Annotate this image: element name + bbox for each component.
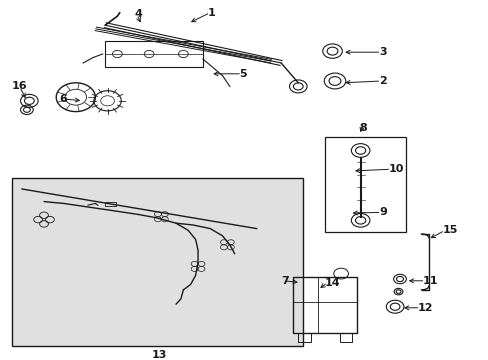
Text: 12: 12 bbox=[417, 303, 433, 313]
Text: 13: 13 bbox=[151, 350, 166, 360]
Bar bbox=[339, 333, 351, 342]
Text: 15: 15 bbox=[442, 225, 457, 235]
Bar bbox=[293, 277, 356, 333]
Bar bbox=[325, 137, 405, 232]
Text: 16: 16 bbox=[12, 81, 27, 91]
Text: 5: 5 bbox=[239, 69, 247, 79]
Text: 9: 9 bbox=[378, 207, 386, 217]
Text: 8: 8 bbox=[359, 123, 366, 133]
Text: 2: 2 bbox=[378, 76, 386, 86]
Text: 7: 7 bbox=[281, 276, 288, 286]
Text: 4: 4 bbox=[134, 9, 142, 19]
Text: 3: 3 bbox=[378, 47, 386, 57]
Text: 1: 1 bbox=[207, 8, 215, 18]
Bar bbox=[298, 333, 310, 342]
Bar bbox=[105, 202, 116, 206]
Text: 10: 10 bbox=[388, 164, 403, 174]
Text: 14: 14 bbox=[325, 278, 340, 288]
Text: 11: 11 bbox=[422, 276, 438, 286]
Text: 6: 6 bbox=[60, 94, 67, 104]
Bar bbox=[105, 41, 203, 67]
Bar bbox=[12, 178, 303, 346]
